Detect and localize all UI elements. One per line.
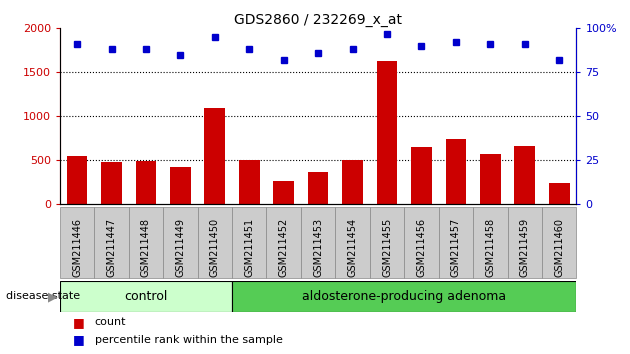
Text: GSM211459: GSM211459 (520, 218, 530, 277)
Bar (60, 281, 232, 312)
Text: ■: ■ (72, 333, 84, 346)
Text: GSM211447: GSM211447 (106, 218, 117, 277)
Bar (239, 160, 260, 204)
Bar (515, 146, 535, 204)
Bar (308, 172, 328, 204)
Text: GSM211458: GSM211458 (485, 218, 495, 277)
Bar (101, 162, 122, 204)
Bar (266, 207, 301, 278)
Bar (170, 167, 191, 204)
Text: percentile rank within the sample: percentile rank within the sample (94, 335, 282, 345)
Bar (542, 207, 576, 278)
Text: GSM211460: GSM211460 (554, 218, 564, 277)
Text: aldosterone-producing adenoma: aldosterone-producing adenoma (302, 290, 507, 303)
Bar (473, 207, 508, 278)
Text: GSM211452: GSM211452 (278, 217, 289, 277)
Bar (508, 207, 542, 278)
Text: GSM211456: GSM211456 (416, 218, 427, 277)
Title: GDS2860 / 232269_x_at: GDS2860 / 232269_x_at (234, 13, 402, 27)
Bar (94, 207, 129, 278)
Text: control: control (124, 290, 168, 303)
Text: GSM211451: GSM211451 (244, 218, 255, 277)
Bar (438, 207, 473, 278)
Text: GSM211453: GSM211453 (313, 218, 323, 277)
Bar (232, 281, 576, 312)
Bar (335, 207, 370, 278)
Bar (273, 181, 294, 204)
Bar (163, 207, 198, 278)
Text: GSM211449: GSM211449 (175, 218, 185, 277)
Text: GSM211454: GSM211454 (348, 218, 358, 277)
Text: GSM211448: GSM211448 (141, 218, 151, 277)
Text: ▶: ▶ (47, 290, 57, 303)
Text: GSM211455: GSM211455 (382, 217, 392, 277)
Bar (205, 108, 225, 204)
Bar (135, 161, 156, 204)
Text: ■: ■ (72, 316, 84, 329)
Bar (67, 156, 88, 204)
Bar (370, 207, 404, 278)
Bar (60, 207, 94, 278)
Bar (377, 61, 398, 204)
Bar (342, 160, 363, 204)
Bar (549, 183, 570, 204)
Text: GSM211450: GSM211450 (210, 218, 220, 277)
Bar (445, 139, 466, 204)
Text: GSM211446: GSM211446 (72, 218, 82, 277)
Bar (480, 154, 501, 204)
Bar (404, 207, 438, 278)
Bar (198, 207, 232, 278)
Bar (301, 207, 335, 278)
Text: disease state: disease state (6, 291, 81, 302)
Text: count: count (94, 317, 126, 327)
Bar (411, 147, 432, 204)
Bar (129, 207, 163, 278)
Bar (232, 207, 266, 278)
Text: GSM211457: GSM211457 (451, 217, 461, 277)
